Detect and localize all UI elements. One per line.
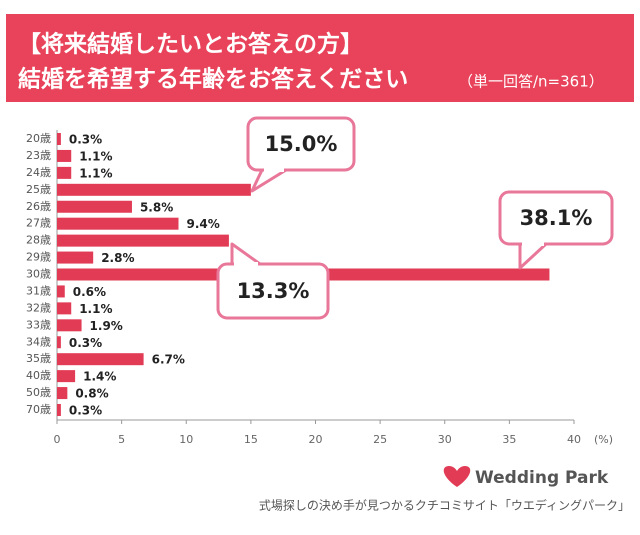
bar [57, 234, 229, 247]
category-label: 27歳 [26, 217, 51, 230]
value-label: 13.3% [237, 279, 310, 303]
value-label: 9.4% [186, 217, 219, 231]
title-line: 結婚を希望する年齢をお答えください [18, 66, 408, 93]
x-tick-label: 25 [373, 433, 387, 446]
value-label: 1.1% [79, 166, 112, 180]
bar [57, 387, 68, 400]
bar [57, 217, 179, 230]
category-label: 33歳 [26, 318, 51, 331]
bar [57, 302, 72, 315]
value-label: 1.4% [83, 370, 116, 384]
category-label: 28歳 [26, 234, 51, 247]
bar [57, 336, 61, 349]
value-label: 15.0% [265, 132, 338, 156]
value-label: 38.1% [520, 206, 593, 230]
bar [57, 353, 144, 366]
category-label: 31歳 [26, 284, 51, 297]
x-tick-label: 20 [309, 433, 323, 446]
value-label: 6.7% [152, 353, 185, 367]
note: （単一回答/n=361） [458, 73, 604, 91]
category-label: 24歳 [26, 166, 51, 179]
bar [57, 285, 65, 298]
tagline: 式場探しの決め手が見つかるクチコミサイト「ウエディングパーク」 [259, 498, 630, 513]
bar [57, 200, 132, 213]
value-label: 0.6% [73, 285, 106, 299]
value-label: 0.3% [69, 404, 102, 418]
logo-heart [443, 466, 471, 487]
bar [57, 149, 72, 162]
brand: Wedding Park [475, 468, 609, 488]
bar [57, 166, 72, 179]
bar [57, 133, 61, 145]
value-label: 0.3% [69, 336, 102, 350]
category-label: 50歳 [26, 386, 51, 399]
x-tick-label: 0 [54, 433, 61, 446]
category-label: 30歳 [26, 268, 51, 281]
value-label: 1.1% [79, 149, 112, 163]
category-label: 26歳 [26, 200, 51, 213]
bar [57, 319, 82, 332]
x-tick-label: 30 [438, 433, 452, 446]
bar [57, 251, 94, 264]
callout-tail [250, 168, 288, 193]
category-label: 70歳 [26, 403, 51, 416]
title-line: 【将来結婚したいとお答えの方】 [18, 31, 363, 58]
bar [57, 370, 76, 383]
category-label: 32歳 [26, 301, 51, 314]
header-band [6, 14, 634, 102]
category-label: 29歳 [26, 251, 51, 264]
x-tick-label: 5 [118, 433, 125, 446]
value-label: 0.3% [69, 133, 102, 147]
value-label: 1.9% [90, 319, 123, 333]
x-tick-label: 40 [567, 433, 581, 446]
value-label: 5.8% [140, 200, 173, 214]
callout-tail [230, 242, 262, 266]
value-label: 0.8% [75, 387, 108, 401]
bar [57, 183, 251, 196]
x-unit-label: (%) [594, 433, 613, 446]
category-label: 35歳 [26, 352, 51, 365]
category-label: 34歳 [26, 335, 51, 348]
x-tick-label: 10 [179, 433, 193, 446]
category-label: 20歳 [26, 132, 51, 145]
bar [57, 404, 61, 416]
x-tick-label: 35 [502, 433, 516, 446]
category-label: 25歳 [26, 183, 51, 196]
category-label: 40歳 [26, 369, 51, 382]
value-label: 1.1% [79, 302, 112, 316]
x-tick-label: 15 [244, 433, 258, 446]
category-label: 23歳 [26, 149, 51, 162]
callout-tail [518, 242, 548, 270]
value-label: 2.8% [101, 251, 134, 265]
callout-box [246, 116, 356, 172]
callout-box [216, 262, 330, 320]
callout-box [498, 190, 614, 246]
